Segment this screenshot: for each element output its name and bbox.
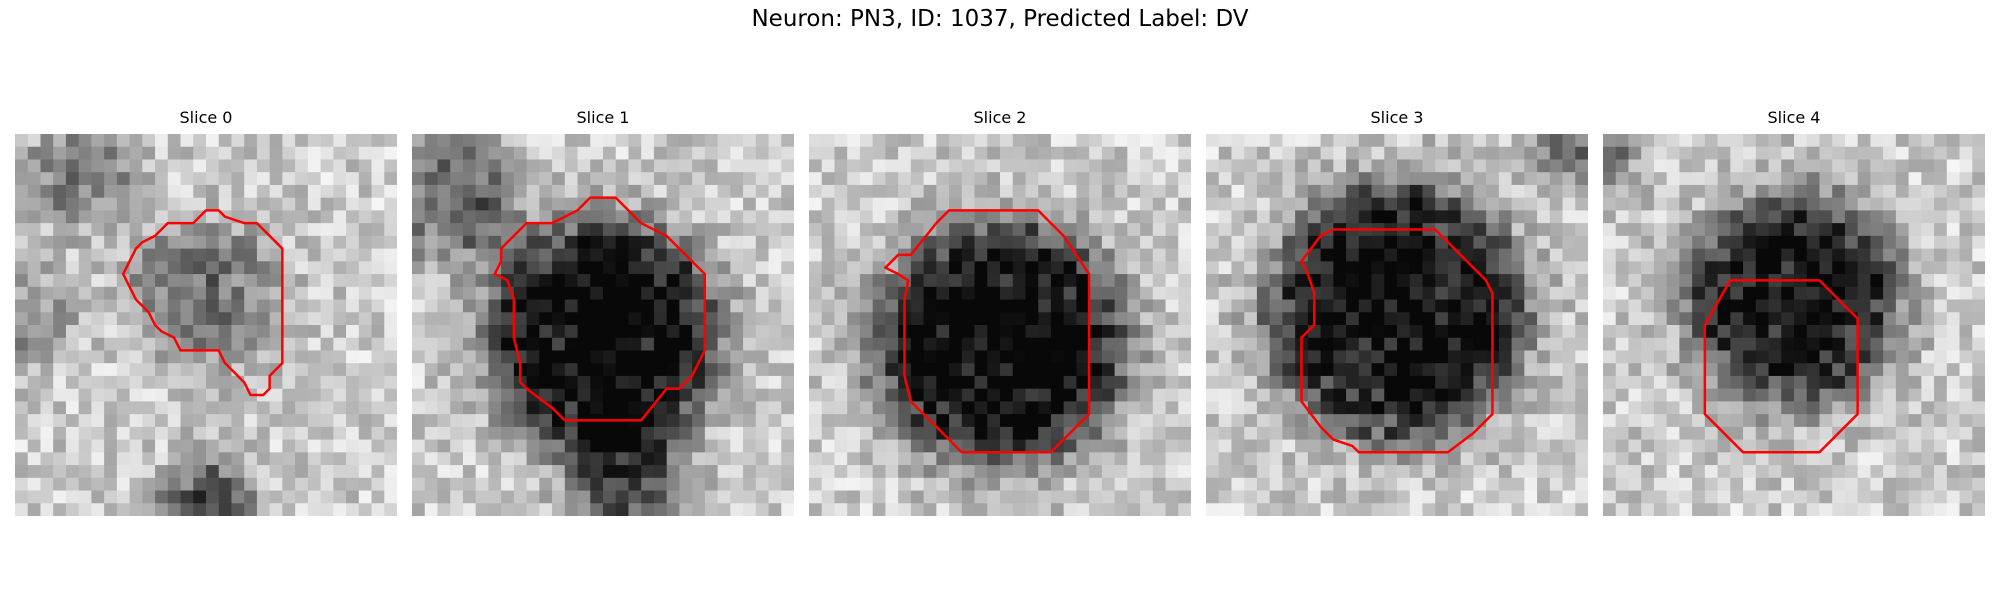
slice-3-image xyxy=(1206,134,1588,516)
slice-1-image xyxy=(412,134,794,516)
pixel-grid xyxy=(1206,134,1588,516)
slice-4-image xyxy=(1603,134,1985,516)
slice-2-image xyxy=(809,134,1191,516)
pixel-grid xyxy=(1603,134,1985,516)
slice-0-contour xyxy=(123,210,282,395)
slice-3-title: Slice 3 xyxy=(1370,108,1424,127)
slice-0-title: Slice 0 xyxy=(179,108,233,127)
slice-2-contour xyxy=(885,210,1089,452)
slice-2-title: Slice 2 xyxy=(973,108,1027,127)
slice-3-contour xyxy=(1301,229,1492,452)
figure-title: Neuron: PN3, ID: 1037, Predicted Label: … xyxy=(751,6,1249,32)
slice-4-title: Slice 4 xyxy=(1767,108,1821,127)
slice-1-title: Slice 1 xyxy=(576,108,630,127)
slice-1-contour xyxy=(495,198,705,421)
pixel-grid xyxy=(412,134,794,516)
pixel-grid xyxy=(15,134,397,516)
slice-0-image xyxy=(15,134,397,516)
pixel-grid xyxy=(809,134,1191,516)
slice-4-contour xyxy=(1705,280,1858,452)
